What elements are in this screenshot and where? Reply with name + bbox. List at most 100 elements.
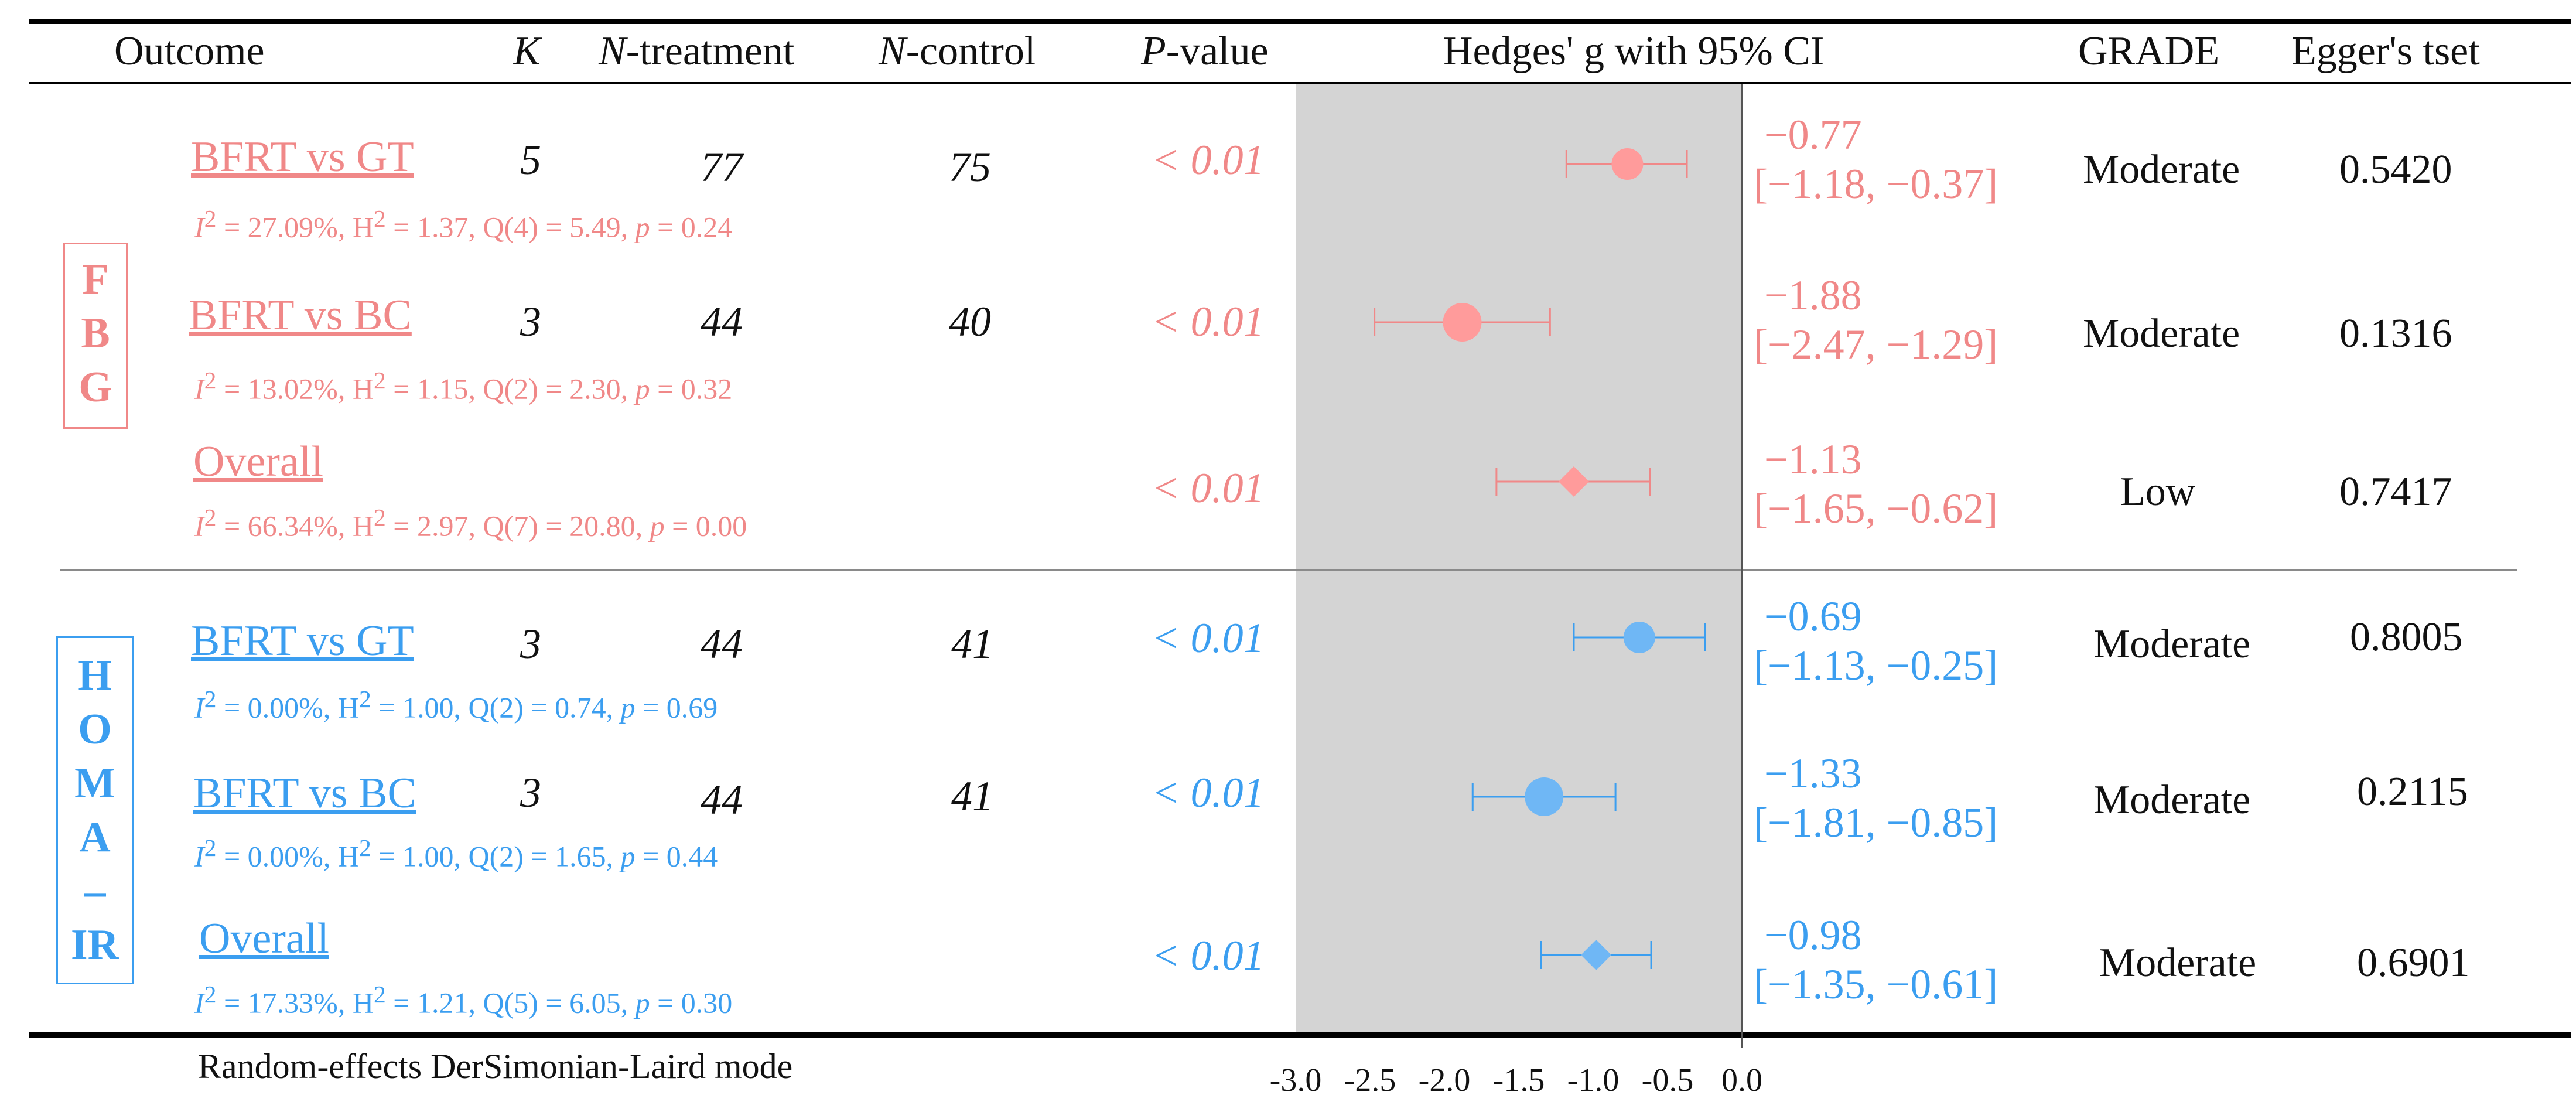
row-p-value: < 0.01 bbox=[1152, 769, 1265, 816]
row-n-treatment: 44 bbox=[701, 776, 743, 823]
row-egger: 0.5420 bbox=[2339, 147, 2452, 192]
row-egger: 0.2115 bbox=[2357, 769, 2468, 814]
row-egger: 0.1316 bbox=[2339, 311, 2452, 356]
header-p-italic: P bbox=[1141, 29, 1166, 74]
row-egger: 0.6901 bbox=[2357, 940, 2470, 985]
x-tick-label: -2.5 bbox=[1344, 1062, 1396, 1099]
x-tick-label: -1.0 bbox=[1567, 1062, 1620, 1099]
row-n-treatment: 44 bbox=[701, 620, 743, 667]
row-heterogeneity: I2 = 66.34%, H2 = 2.97, Q(7) = 20.80, p … bbox=[194, 504, 747, 543]
row-k: 3 bbox=[520, 298, 541, 345]
row-label: Overall bbox=[199, 915, 329, 963]
row-ci-estimate: −1.88 bbox=[1764, 272, 1862, 319]
group-homa-letter: H bbox=[78, 651, 112, 700]
row-ci-interval: [−1.65, −0.62] bbox=[1754, 485, 1998, 532]
effect-point-marker bbox=[1443, 303, 1482, 342]
row-n-treatment: 77 bbox=[701, 144, 743, 190]
group-homa-letter: O bbox=[78, 705, 112, 753]
footer-model-note: Random-effects DerSimonian-Laird mode bbox=[198, 1047, 793, 1086]
group-fbg-letter: G bbox=[78, 363, 112, 411]
row-ci-estimate: −1.13 bbox=[1764, 436, 1862, 483]
group-homa-letter: – bbox=[84, 867, 106, 915]
header-grade: GRADE bbox=[2078, 29, 2220, 74]
row-n-control: 41 bbox=[951, 620, 993, 667]
group-divider bbox=[60, 569, 2517, 571]
row-ci-estimate: −0.98 bbox=[1764, 912, 1862, 958]
header-n-control: N-control bbox=[879, 28, 1036, 75]
group-box-homa-ir: H O M A – IR bbox=[56, 636, 134, 984]
row-heterogeneity: I2 = 0.00%, H2 = 1.00, Q(2) = 1.65, p = … bbox=[194, 835, 718, 873]
row-egger: 0.8005 bbox=[2350, 615, 2463, 660]
x-tick-label: -3.0 bbox=[1270, 1062, 1322, 1099]
header-n-treatment-n: N bbox=[599, 29, 626, 74]
row-label: Overall bbox=[193, 438, 323, 486]
row-grade: Moderate bbox=[2093, 777, 2251, 823]
header-p-rest: -value bbox=[1166, 29, 1269, 74]
row-heterogeneity: I2 = 13.02%, H2 = 1.15, Q(2) = 2.30, p =… bbox=[194, 367, 733, 405]
row-p-value: < 0.01 bbox=[1152, 298, 1265, 345]
row-ci-estimate: −1.33 bbox=[1764, 750, 1862, 797]
row-ci-interval: [−1.81, −0.85] bbox=[1754, 799, 1998, 846]
header-outcome: Outcome bbox=[114, 29, 265, 74]
effect-diamond-marker bbox=[1558, 466, 1589, 497]
header-n-treatment-rest: -treatment bbox=[626, 29, 795, 74]
row-heterogeneity: I2 = 17.33%, H2 = 1.21, Q(5) = 6.05, p =… bbox=[194, 981, 733, 1019]
header-p-value: P-value bbox=[1141, 28, 1269, 75]
group-homa-letter: IR bbox=[70, 921, 119, 969]
row-ci: −0.69 [−1.13, −0.25] bbox=[1754, 592, 1998, 690]
row-heterogeneity: I2 = 27.09%, H2 = 1.37, Q(4) = 5.49, p =… bbox=[194, 206, 733, 244]
effect-point-marker bbox=[1525, 777, 1564, 816]
row-grade: Low bbox=[2120, 469, 2196, 514]
header-n-treatment: N-treatment bbox=[599, 28, 794, 75]
row-k: 3 bbox=[520, 620, 541, 667]
row-ci: −1.13 [−1.65, −0.62] bbox=[1754, 435, 1998, 533]
header-n-control-rest: -control bbox=[906, 29, 1036, 74]
effect-point-marker bbox=[1623, 622, 1655, 653]
x-tick-label: -1.5 bbox=[1493, 1062, 1545, 1099]
row-k: 5 bbox=[520, 137, 541, 183]
row-label: BFRT vs BC bbox=[189, 291, 412, 339]
top-rule bbox=[29, 19, 2571, 24]
header-k: K bbox=[513, 29, 541, 74]
header-rule bbox=[29, 82, 2571, 84]
group-homa-letter: A bbox=[79, 813, 111, 861]
row-grade: Moderate bbox=[2083, 311, 2240, 356]
row-n-control: 41 bbox=[951, 773, 993, 820]
row-egger: 0.7417 bbox=[2339, 469, 2452, 514]
row-ci-interval: [−2.47, −1.29] bbox=[1754, 321, 1998, 368]
x-tick-label: 0.0 bbox=[1721, 1062, 1762, 1099]
row-n-control: 40 bbox=[949, 298, 991, 345]
row-grade: Moderate bbox=[2083, 147, 2240, 192]
group-box-fbg: F B G bbox=[63, 243, 128, 429]
row-heterogeneity: I2 = 0.00%, H2 = 1.00, Q(2) = 0.74, p = … bbox=[194, 686, 718, 724]
effect-point-marker bbox=[1611, 148, 1644, 180]
row-n-control: 75 bbox=[949, 144, 991, 190]
group-fbg-letter: F bbox=[82, 255, 109, 303]
row-label: BFRT vs GT bbox=[191, 617, 414, 665]
row-ci: −0.98 [−1.35, −0.61] bbox=[1754, 910, 1998, 1009]
row-ci-interval: [−1.18, −0.37] bbox=[1754, 161, 1998, 207]
row-p-value: < 0.01 bbox=[1152, 465, 1265, 511]
group-fbg-letter: B bbox=[81, 309, 110, 357]
header-egger: Egger's tset bbox=[2291, 29, 2480, 74]
row-grade: Moderate bbox=[2093, 622, 2251, 667]
row-ci-estimate: −0.69 bbox=[1764, 593, 1862, 640]
row-ci-interval: [−1.35, −0.61] bbox=[1754, 961, 1998, 1008]
row-ci: −1.88 [−2.47, −1.29] bbox=[1754, 271, 1998, 369]
row-label: BFRT vs BC bbox=[193, 769, 416, 817]
row-ci: −1.33 [−1.81, −0.85] bbox=[1754, 749, 1998, 847]
row-ci-interval: [−1.13, −0.25] bbox=[1754, 642, 1998, 689]
row-k: 3 bbox=[520, 769, 541, 816]
x-tick-label: -0.5 bbox=[1642, 1062, 1694, 1099]
row-label: BFRT vs GT bbox=[191, 133, 414, 181]
row-p-value: < 0.01 bbox=[1152, 932, 1265, 979]
group-homa-letter: M bbox=[74, 759, 115, 807]
row-grade: Moderate bbox=[2099, 940, 2257, 985]
row-n-treatment: 44 bbox=[701, 298, 743, 345]
plot-shade bbox=[1296, 84, 1742, 1033]
row-ci: −0.77 [−1.18, −0.37] bbox=[1754, 110, 1998, 209]
bottom-rule bbox=[29, 1032, 2571, 1038]
row-p-value: < 0.01 bbox=[1152, 137, 1265, 183]
